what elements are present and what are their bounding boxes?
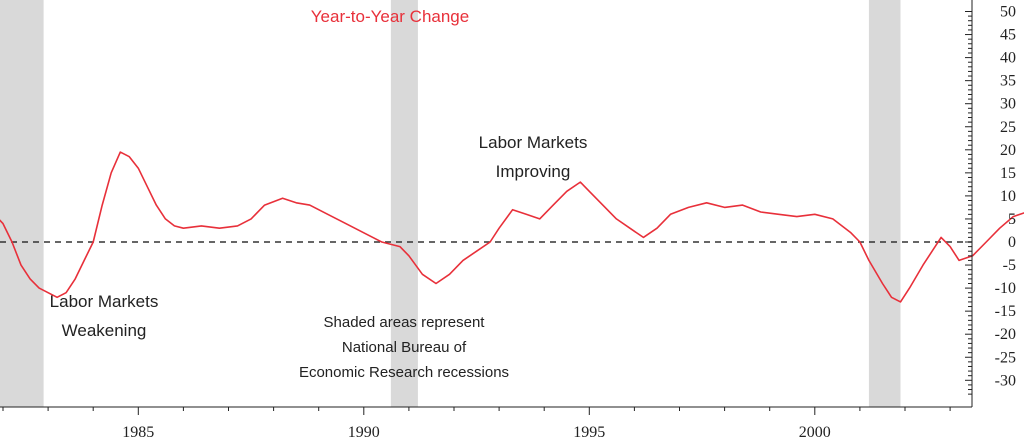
series-lines [0,151,1024,303]
note-line-1: Shaded areas represent [324,314,486,331]
chart-title: Year-to-Year Change [311,7,469,26]
chart-labels: Year-to-Year Change Labor Markets Weaken… [50,7,588,381]
note-line-2: National Bureau of [342,339,467,356]
x-tick-label: 1985 [122,424,154,441]
y-tick-label: -10 [995,280,1016,297]
y-tick-label: 5 [1008,211,1016,228]
x-tick-label: 1990 [348,424,380,441]
y-tick-label: -15 [995,303,1016,320]
recession-band [0,0,44,407]
recession-bands [0,0,901,407]
y-tick-label: 25 [1000,119,1016,136]
note-line-3: Economic Research recessions [299,364,509,381]
recession-band [390,0,418,407]
annotation-weakening-line-2: Weakening [62,321,147,340]
y-tick-label: 15 [1000,165,1016,182]
y-tick-label: 45 [1000,27,1016,44]
y-tick-label: 35 [1000,73,1016,90]
x-tick-label: 1995 [573,424,605,441]
y-tick-label: -25 [995,349,1016,366]
annotation-improving-line-2: Improving [496,162,571,181]
x-tick-label: 2000 [799,424,831,441]
y-tick-label: 0 [1008,234,1016,251]
y-tick-label: -5 [1003,257,1016,274]
recession-band [868,0,901,407]
y-tick-label: 50 [1000,4,1016,21]
y-tick-label: -30 [995,372,1016,389]
y-tick-label: -20 [995,326,1016,343]
y-tick-label: 10 [1000,188,1016,205]
y-tick-label: 40 [1000,50,1016,67]
annotation-improving-line-1: Labor Markets [479,133,588,152]
y-tick-label: 20 [1000,142,1016,159]
y-tick-label: 30 [1000,96,1016,113]
series-line [0,151,1024,303]
annotation-weakening-line-1: Labor Markets [50,292,159,311]
